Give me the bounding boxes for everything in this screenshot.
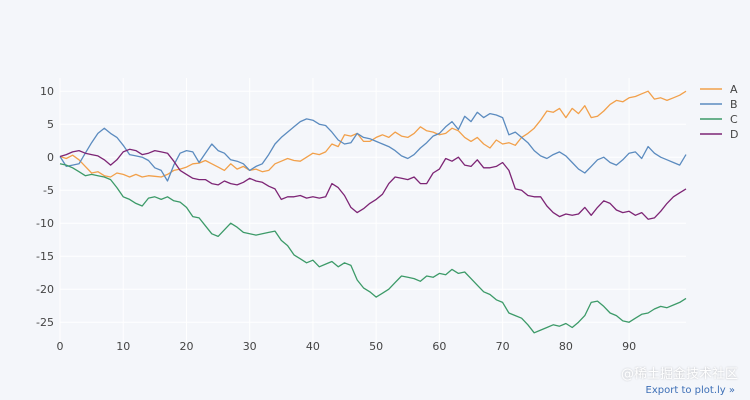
y-tick-label: -10: [36, 217, 54, 230]
y-tick-label: 10: [40, 85, 54, 98]
y-tick-label: -5: [43, 184, 54, 197]
watermark-text: @稀土掘金技术社区: [620, 367, 738, 382]
grid-lines: [59, 78, 686, 342]
y-tick-label: 5: [47, 118, 54, 131]
x-tick-label: 80: [559, 340, 573, 353]
x-tick-label: 70: [496, 340, 510, 353]
y-tick-label: -15: [36, 250, 54, 263]
x-tick-label: 50: [369, 340, 383, 353]
legend-label-A[interactable]: A: [730, 83, 738, 96]
legend-label-C[interactable]: C: [730, 113, 738, 126]
x-tick-label: 20: [179, 340, 193, 353]
series-line-B: [59, 111, 687, 182]
y-tick-label: 0: [47, 151, 54, 164]
export-to-plotly-link[interactable]: Export to plot.ly »: [645, 385, 735, 396]
legend-label-B[interactable]: B: [730, 98, 738, 111]
series-line-D: [59, 148, 687, 220]
legend-label-D[interactable]: D: [730, 128, 738, 141]
series-line-C: [59, 163, 687, 334]
x-tick-label: 40: [306, 340, 320, 353]
series-line-A: [59, 90, 687, 178]
x-tick-label: 10: [116, 340, 130, 353]
series-lines: [59, 90, 687, 334]
y-tick-label: -20: [36, 283, 54, 296]
x-tick-label: 60: [432, 340, 446, 353]
x-tick-label: 30: [243, 340, 257, 353]
x-tick-label: 0: [57, 340, 64, 353]
x-tick-label: 90: [622, 340, 636, 353]
y-tick-label: -25: [36, 316, 54, 329]
